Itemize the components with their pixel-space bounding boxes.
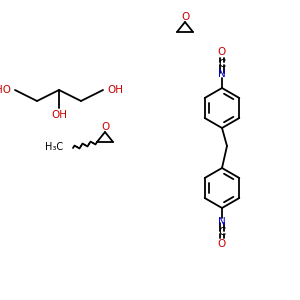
Text: OH: OH bbox=[51, 110, 67, 120]
Text: C: C bbox=[218, 227, 226, 237]
Text: O: O bbox=[181, 12, 189, 22]
Text: O: O bbox=[218, 239, 226, 249]
Text: C: C bbox=[218, 59, 226, 69]
Text: N: N bbox=[218, 69, 226, 79]
Text: O: O bbox=[101, 122, 109, 132]
Text: HO: HO bbox=[0, 85, 11, 95]
Text: OH: OH bbox=[107, 85, 123, 95]
Text: N: N bbox=[218, 217, 226, 227]
Text: O: O bbox=[218, 47, 226, 57]
Text: H₃C: H₃C bbox=[45, 142, 63, 152]
